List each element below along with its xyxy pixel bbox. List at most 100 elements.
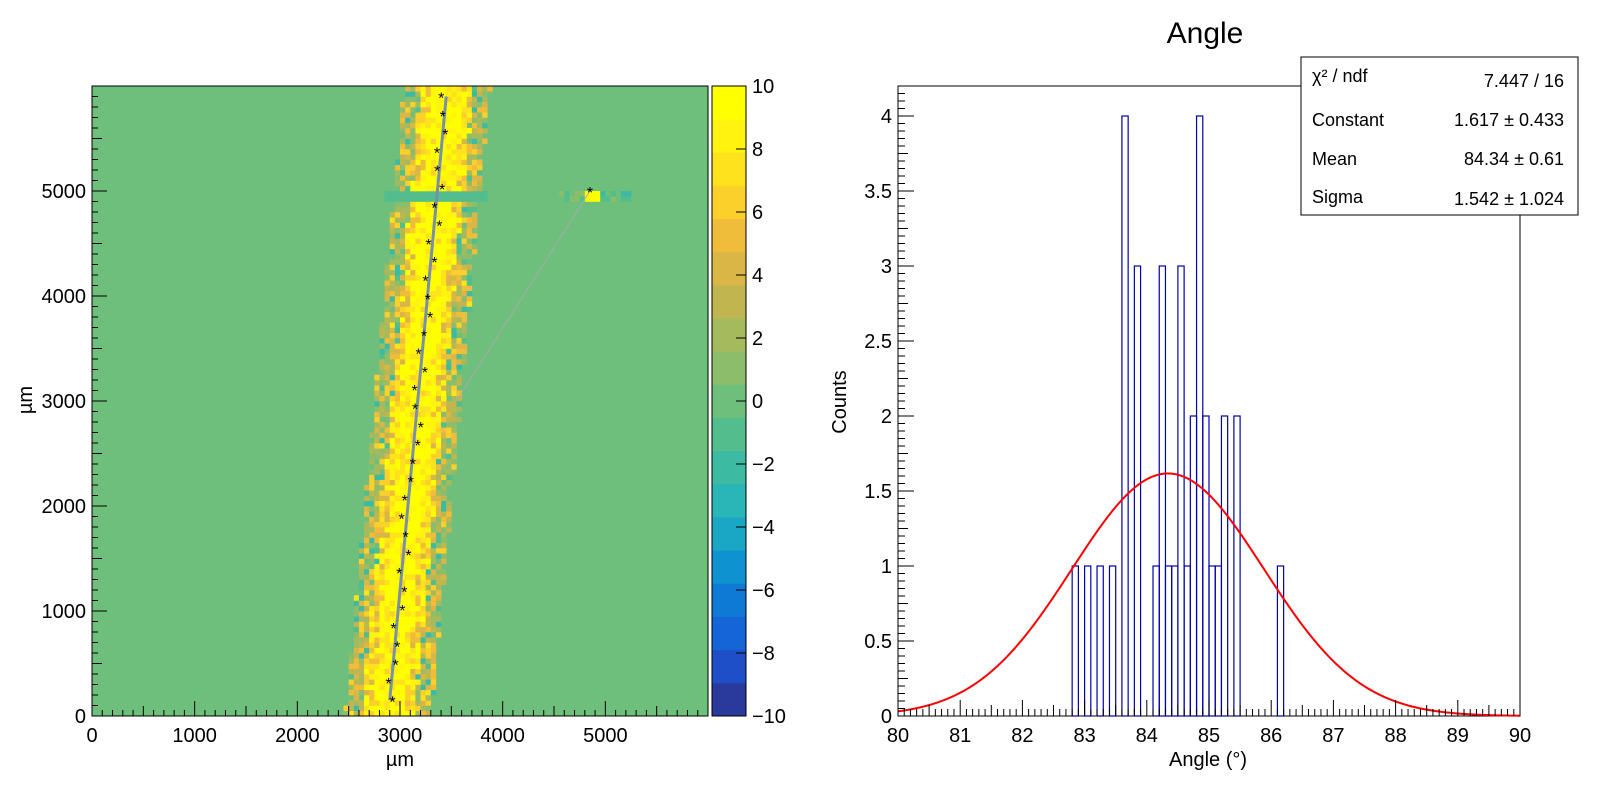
track-hit-marker: * bbox=[398, 511, 404, 528]
heatmap-cell bbox=[394, 521, 401, 528]
heatmap-cell bbox=[379, 579, 385, 586]
heatmap-cell bbox=[384, 584, 391, 591]
heatmap-cell bbox=[441, 86, 447, 92]
heatmap-cell bbox=[389, 364, 396, 370]
track-hit-marker: * bbox=[418, 420, 424, 437]
heatmap-cell bbox=[394, 684, 401, 691]
heatmap-cell bbox=[420, 595, 426, 601]
heatmap-cell bbox=[379, 479, 385, 486]
heatmap-cell bbox=[374, 448, 380, 454]
heatmap-cell bbox=[461, 217, 468, 223]
heatmap-cell bbox=[446, 474, 452, 481]
heatmap-cell bbox=[430, 637, 437, 643]
heatmap-cell bbox=[410, 369, 416, 376]
heatmap-cell bbox=[441, 254, 447, 260]
heatmap-cell bbox=[477, 112, 483, 118]
heatmap-cell bbox=[374, 469, 380, 475]
heatmap-cell bbox=[374, 653, 380, 659]
heatmap-cell bbox=[369, 590, 375, 596]
heatmap-cell bbox=[441, 364, 447, 370]
heatmap-cell bbox=[358, 663, 365, 670]
heatmap-cell bbox=[410, 348, 416, 355]
heatmap-cell bbox=[425, 175, 432, 181]
heatmap-cell bbox=[456, 143, 462, 150]
heatmap-cell bbox=[384, 668, 391, 675]
heatmap-cell bbox=[400, 506, 406, 512]
heatmap-cell bbox=[451, 227, 457, 234]
track-hit-marker: * bbox=[415, 438, 421, 455]
heatmap-cell bbox=[461, 212, 468, 218]
heatmap-cell bbox=[446, 374, 452, 381]
heatmap-cell bbox=[461, 180, 468, 187]
heatmap-cell bbox=[394, 458, 401, 465]
heatmap-cell bbox=[456, 122, 462, 129]
heatmap-cell bbox=[446, 338, 452, 344]
heatmap-cell bbox=[425, 469, 432, 475]
heatmap-cell bbox=[358, 626, 365, 633]
heatmap-cell bbox=[405, 243, 411, 250]
heatmap-cell bbox=[456, 164, 462, 171]
heatmap-cell bbox=[477, 117, 483, 124]
heatmap-cell bbox=[435, 317, 442, 323]
stats-label-constant: Constant bbox=[1312, 110, 1384, 130]
heatmap-cell bbox=[420, 301, 426, 307]
heatmap-cell bbox=[394, 296, 401, 302]
heatmap-cell bbox=[389, 327, 396, 334]
heatmap-cell bbox=[430, 621, 437, 628]
heatmap-cell bbox=[400, 185, 406, 192]
heatmap-cell bbox=[400, 238, 406, 244]
heatmap-cell bbox=[400, 306, 406, 313]
heatmap-cell bbox=[430, 590, 437, 596]
heatmap-cell bbox=[364, 642, 370, 649]
heatmap-cell bbox=[369, 495, 375, 502]
heatmap-cell bbox=[384, 406, 391, 412]
heatmap-cell bbox=[405, 112, 411, 118]
heatmap-cell bbox=[610, 196, 616, 202]
heatmap-cell bbox=[405, 632, 411, 638]
heatmap-cell bbox=[389, 432, 396, 439]
heatmap-cell bbox=[441, 422, 447, 428]
heatmap-cell bbox=[405, 605, 411, 612]
heatmap-cell bbox=[415, 212, 421, 218]
heatmap-cell bbox=[379, 637, 385, 643]
heatmap-cell bbox=[435, 490, 442, 496]
heatmap-cell bbox=[625, 196, 632, 202]
heatmap-cell bbox=[410, 285, 416, 292]
heatmap-cell bbox=[430, 542, 437, 549]
heatmap-cell bbox=[441, 191, 447, 197]
heatmap-cell bbox=[446, 191, 452, 197]
heatmap-cell bbox=[425, 437, 432, 444]
heatmap-cell bbox=[482, 96, 488, 103]
heatmap-cell bbox=[384, 642, 391, 649]
heatmap-cell bbox=[353, 705, 360, 712]
x-tick-label: 86 bbox=[1260, 725, 1282, 747]
heatmap-cell bbox=[364, 500, 370, 507]
heatmap-cell bbox=[384, 280, 391, 286]
stats-value-sigma: 1.542 ± 1.024 bbox=[1454, 189, 1564, 209]
heatmap-cell bbox=[394, 710, 401, 717]
heatmap-cell bbox=[410, 695, 416, 701]
heatmap-cell bbox=[420, 96, 426, 103]
heatmap-cell bbox=[425, 101, 432, 108]
heatmap-cell bbox=[446, 254, 452, 260]
heatmap-cell bbox=[471, 159, 478, 166]
heatmap-cell bbox=[441, 227, 447, 234]
heatmap-cell bbox=[477, 185, 483, 192]
heatmap-cell bbox=[466, 86, 473, 92]
heatmap-cell bbox=[394, 343, 401, 349]
colorbar-swatch bbox=[712, 649, 746, 684]
heatmap-cell bbox=[410, 626, 416, 633]
heatmap-cell bbox=[420, 679, 426, 685]
heatmap-cell bbox=[456, 296, 462, 302]
heatmap-cell bbox=[379, 584, 385, 591]
heatmap-cell bbox=[430, 563, 437, 570]
heatmap-cell bbox=[405, 212, 411, 218]
colorbar-tick-label: 10 bbox=[752, 76, 774, 98]
heatmap-cell bbox=[358, 674, 365, 680]
heatmap-cell bbox=[420, 380, 426, 386]
heatmap-cell bbox=[415, 338, 421, 344]
heatmap-cell bbox=[461, 201, 468, 208]
heatmap-cell bbox=[435, 285, 442, 292]
heatmap-cell bbox=[430, 511, 437, 517]
heatmap-cell bbox=[456, 269, 462, 276]
